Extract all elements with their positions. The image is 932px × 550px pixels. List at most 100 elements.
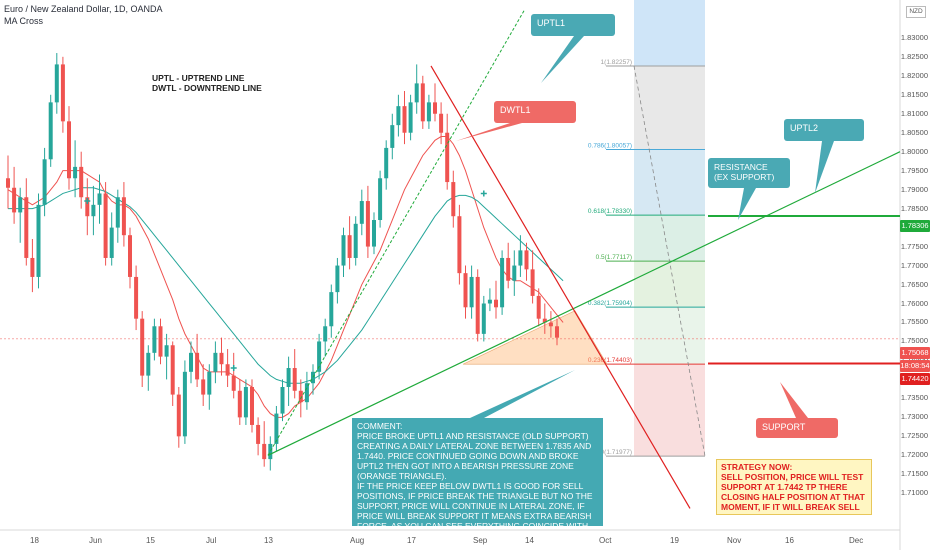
candle-body — [243, 387, 248, 418]
legend-note: UPTL - UPTREND LINE DWTL - DOWNTREND LIN… — [152, 73, 262, 93]
candle-body — [109, 227, 114, 258]
uptrend-line-2 — [267, 151, 901, 456]
candle-body — [317, 341, 322, 372]
callout-resistance[interactable]: RESISTANCE (EX SUPPORT) — [708, 158, 790, 188]
resistance-price-badge: 1.78306 — [900, 220, 930, 232]
candle-body — [378, 178, 383, 221]
candle-body — [457, 216, 462, 274]
candle-body — [36, 204, 41, 277]
candle-body — [256, 424, 261, 444]
y-axis-tick-label: 1.76000 — [900, 298, 928, 308]
candle-body — [115, 197, 120, 228]
candle-body — [396, 106, 401, 126]
candle-body — [121, 197, 126, 236]
candle-body — [518, 250, 523, 266]
symbol-title: Euro / New Zealand Dollar, 1D, OANDA — [4, 4, 163, 14]
candle-body — [189, 352, 193, 372]
candle-body — [353, 223, 358, 258]
x-axis-tick-label: Sep — [473, 536, 488, 545]
moving-average-line — [7, 136, 564, 418]
candle-body — [42, 159, 47, 205]
candle-body — [73, 166, 78, 179]
comment-box[interactable]: COMMENT: PRICE BROKE UPTL1 AND RESISTANC… — [352, 418, 603, 526]
x-axis-tick-label: Nov — [727, 536, 742, 545]
callout-uptl1[interactable]: UPTL1 — [531, 14, 615, 36]
x-axis-tick-label: 19 — [670, 536, 679, 545]
candle-body — [530, 269, 535, 296]
candle-body — [231, 375, 236, 391]
candle-body — [24, 197, 29, 258]
comment-pointer — [470, 370, 575, 418]
candle-body — [164, 345, 169, 357]
candle-body — [274, 413, 279, 444]
candle-body — [91, 204, 96, 217]
y-axis-tick-label: 1.71500 — [900, 469, 928, 479]
candle-body — [445, 132, 450, 183]
x-axis-tick-label: 17 — [407, 536, 416, 545]
y-axis-tick-label: 1.80000 — [900, 146, 928, 156]
dwtl1-pointer — [456, 123, 522, 141]
support-pointer — [780, 382, 808, 418]
fib-zone — [634, 149, 705, 216]
candle-body — [286, 368, 291, 387]
candle-body — [481, 303, 486, 334]
callout-uptl2[interactable]: UPTL2 — [784, 119, 864, 141]
candle-body — [292, 368, 297, 391]
legend-uptl: UPTL - UPTREND LINE — [152, 73, 245, 83]
candle-body — [311, 371, 315, 384]
y-axis-tick-label: 1.76500 — [900, 279, 928, 289]
x-axis-tick-label: 16 — [785, 536, 794, 545]
candle-body — [176, 394, 181, 437]
candle-body — [323, 326, 328, 342]
uptl2-pointer — [815, 141, 834, 193]
fib-zone — [634, 307, 705, 365]
candle-body — [140, 318, 145, 376]
candle-body — [134, 276, 139, 319]
x-axis-tick-label: Oct — [599, 536, 612, 545]
callout-support[interactable]: SUPPORT — [756, 418, 838, 438]
indicator-label[interactable]: MA Cross — [4, 16, 44, 26]
y-axis-tick-label: 1.77000 — [900, 260, 928, 270]
fib-level-label: 0.786(1.80057) — [588, 143, 632, 150]
candle-body — [414, 83, 419, 103]
candle-body — [225, 364, 230, 376]
candle-body — [201, 379, 206, 395]
currency-badge[interactable]: NZD — [906, 6, 926, 18]
candle-body — [103, 193, 108, 258]
candle-body — [347, 235, 352, 258]
candle-body — [542, 318, 547, 323]
resistance-pointer — [738, 188, 756, 220]
candle-body — [298, 390, 303, 403]
candle-body — [372, 220, 376, 247]
y-axis-tick-label: 1.78500 — [900, 203, 928, 213]
candle-body — [548, 322, 553, 327]
y-axis-tick-label: 1.77500 — [900, 241, 928, 251]
candle-body — [304, 383, 309, 403]
x-axis-tick-label: 13 — [264, 536, 273, 545]
x-axis-tick-label: Dec — [849, 536, 864, 545]
fib-zone — [634, 261, 705, 308]
callout-dwtl1[interactable]: DWTL1 — [494, 101, 576, 123]
moving-average-line — [8, 187, 564, 384]
candle-body — [158, 326, 163, 357]
fib-zone — [634, 66, 705, 150]
candle-body — [384, 147, 389, 179]
candle-body — [439, 113, 444, 133]
strategy-box[interactable]: STRATEGY NOW: SELL POSITION, PRICE WILL … — [716, 459, 872, 515]
y-axis-tick-label: 1.74500 — [901, 355, 928, 364]
fib-level-label: 1(1.82257) — [601, 59, 632, 66]
candle-body — [451, 182, 456, 217]
candle-body — [536, 295, 541, 319]
fib-zone — [634, 215, 705, 262]
y-axis-tick-label: 1.80500 — [900, 127, 928, 137]
uptrend-line-1 — [267, 8, 526, 456]
candle-body — [79, 166, 84, 198]
fib-zone — [634, 364, 705, 457]
candle-body — [219, 352, 224, 365]
candle-body — [463, 273, 468, 308]
y-axis-tick-label: 1.82000 — [900, 70, 928, 80]
candle-body — [506, 257, 511, 281]
fib-level-label: 0(1.71977) — [601, 449, 632, 456]
support-price-badge: 1.74420 — [900, 373, 930, 385]
